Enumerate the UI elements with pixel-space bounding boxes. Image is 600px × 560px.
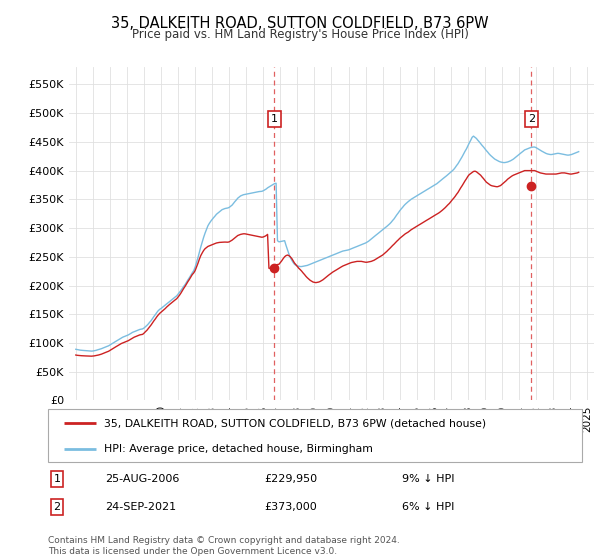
FancyBboxPatch shape: [48, 409, 582, 462]
Text: HPI: Average price, detached house, Birmingham: HPI: Average price, detached house, Birm…: [104, 444, 373, 454]
Text: 35, DALKEITH ROAD, SUTTON COLDFIELD, B73 6PW (detached house): 35, DALKEITH ROAD, SUTTON COLDFIELD, B73…: [104, 418, 486, 428]
Text: 24-SEP-2021: 24-SEP-2021: [105, 502, 176, 512]
Text: 1: 1: [53, 474, 61, 484]
Text: 1: 1: [271, 114, 278, 124]
Text: Contains HM Land Registry data © Crown copyright and database right 2024.
This d: Contains HM Land Registry data © Crown c…: [48, 536, 400, 556]
Text: 2: 2: [528, 114, 535, 124]
Text: Price paid vs. HM Land Registry's House Price Index (HPI): Price paid vs. HM Land Registry's House …: [131, 28, 469, 41]
Text: 35, DALKEITH ROAD, SUTTON COLDFIELD, B73 6PW: 35, DALKEITH ROAD, SUTTON COLDFIELD, B73…: [111, 16, 489, 31]
Text: £229,950: £229,950: [264, 474, 317, 484]
Text: 25-AUG-2006: 25-AUG-2006: [105, 474, 179, 484]
Text: 9% ↓ HPI: 9% ↓ HPI: [402, 474, 455, 484]
Text: 6% ↓ HPI: 6% ↓ HPI: [402, 502, 454, 512]
Text: 2: 2: [53, 502, 61, 512]
Text: £373,000: £373,000: [264, 502, 317, 512]
